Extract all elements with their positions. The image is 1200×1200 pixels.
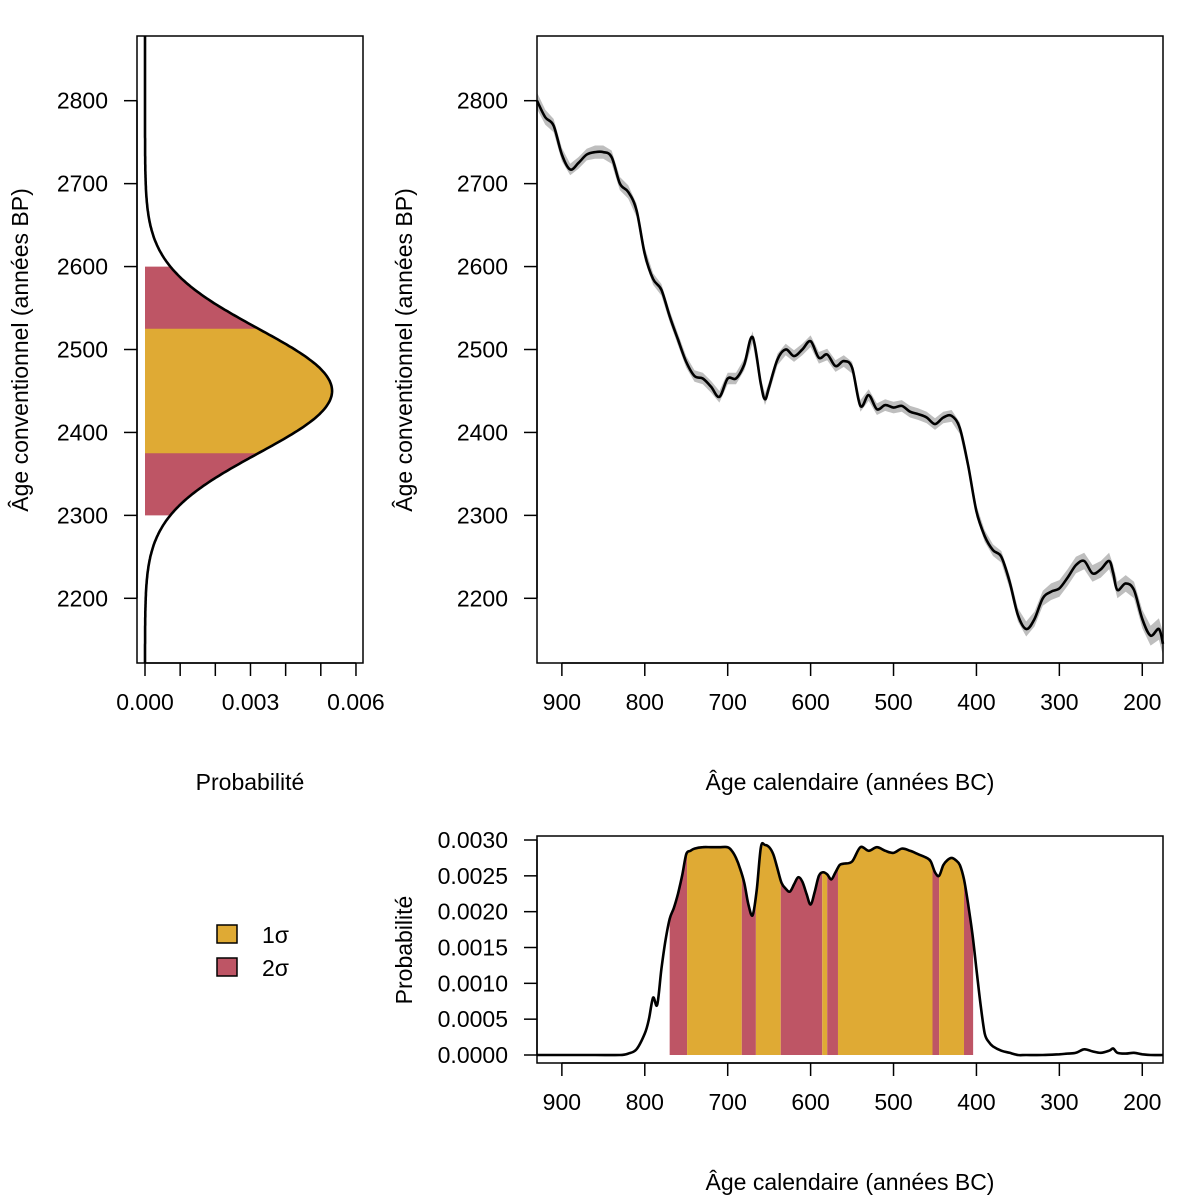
legend-label-2sigma: 2σ — [262, 955, 289, 981]
sigma-bands — [669, 843, 974, 1055]
curve-uncertainty-band — [537, 92, 1163, 656]
x-axis: 900 800 700 600 500 400 300 200 — [543, 662, 1161, 715]
y-tick-label: 0.0025 — [438, 863, 508, 889]
calibration-curve-line — [535, 100, 1165, 645]
y-tick-label: 0.0010 — [438, 970, 508, 996]
y-axis-label: Probabilité — [391, 896, 417, 1005]
y-tick-label: 2200 — [457, 585, 508, 611]
y-tick-label: 2200 — [57, 585, 108, 611]
y-axis-label: Âge conventionnel (années BP) — [391, 188, 417, 512]
y-axis: 2200 2300 2400 2500 2600 2700 2800 — [57, 88, 138, 611]
x-tick-label: 500 — [874, 1089, 912, 1115]
sigma-band-2sigma — [932, 843, 940, 1055]
calibrated-density-panel: 900 800 700 600 500 400 300 200 0.00000.00050.0… — [391, 827, 1164, 1195]
y-tick-label: 0.0020 — [438, 899, 508, 925]
x-axis-label: Âge calendaire (années BC) — [706, 1169, 995, 1195]
x-tick-label: 400 — [957, 1089, 995, 1115]
x-tick-label: 400 — [957, 689, 995, 715]
legend-swatch-2sigma — [216, 957, 238, 977]
x-tick-label: 0.003 — [222, 689, 280, 715]
density-curve — [536, 841, 1164, 1057]
sigma-band-1sigma — [755, 843, 781, 1055]
x-tick-label: 600 — [791, 689, 829, 715]
x-tick-label: 900 — [543, 689, 581, 715]
legend: 1σ 2σ — [216, 922, 289, 981]
x-axis-label: Probabilité — [196, 769, 305, 795]
sigma-band-2sigma — [741, 843, 756, 1055]
y-tick-label: 0.0015 — [438, 935, 508, 961]
x-tick-label: 0.000 — [116, 689, 174, 715]
density-curve — [143, 36, 334, 663]
legend-label-1sigma: 1σ — [262, 922, 289, 948]
sigma-band-2sigma — [964, 843, 974, 1055]
y-tick-label: 2500 — [57, 337, 108, 363]
x-tick-label: 800 — [626, 689, 664, 715]
y-tick-label: 2700 — [57, 171, 108, 197]
sigma-band-1sigma — [145, 328, 332, 454]
x-tick-label: 600 — [791, 1089, 829, 1115]
y-tick-label: 0.0000 — [438, 1042, 508, 1068]
x-tick-label: 800 — [626, 1089, 664, 1115]
x-axis-label: Âge calendaire (années BC) — [706, 769, 995, 795]
sigma-band-2sigma — [827, 843, 838, 1055]
y-tick-label: 2700 — [457, 171, 508, 197]
x-axis: 900 800 700 600 500 400 300 200 — [543, 1062, 1161, 1115]
x-tick-label: 700 — [709, 689, 747, 715]
legend-swatch-1sigma — [216, 924, 238, 944]
sigma-band-1sigma — [822, 843, 828, 1055]
y-tick-label: 0.0030 — [438, 827, 508, 853]
sigma-band-1sigma — [837, 843, 933, 1055]
y-tick-label: 2300 — [57, 502, 108, 528]
sigma-band-1sigma — [687, 843, 742, 1055]
y-tick-label: 2800 — [57, 88, 108, 114]
x-tick-label: 700 — [709, 1089, 747, 1115]
y-tick-label: 2400 — [57, 419, 108, 445]
y-axis-label: Âge conventionnel (années BP) — [7, 188, 33, 512]
x-tick-label: 0.006 — [327, 689, 385, 715]
x-tick-label: 200 — [1123, 1089, 1161, 1115]
y-tick-label: 2400 — [457, 419, 508, 445]
x-tick-label: 500 — [874, 689, 912, 715]
x-tick-label: 900 — [543, 1089, 581, 1115]
y-axis: 2200 2300 2400 2500 2600 2700 2800 — [457, 88, 538, 611]
sigma-band-2sigma — [780, 843, 823, 1055]
y-tick-label: 2500 — [457, 337, 508, 363]
y-tick-label: 2300 — [457, 502, 508, 528]
x-tick-label: 200 — [1123, 689, 1161, 715]
y-tick-label: 0.0005 — [438, 1006, 508, 1032]
calibration-curve-panel: 900 800 700 600 500 400 300 200 2200 2300 2400 250… — [391, 35, 1165, 795]
y-tick-label: 2600 — [57, 254, 108, 280]
x-tick-label: 300 — [1040, 1089, 1078, 1115]
sigma-bands — [145, 266, 333, 516]
x-axis: 0.000 0.003 0.006 — [116, 662, 385, 715]
y-tick-label: 2600 — [457, 254, 508, 280]
sigma-band-1sigma — [939, 843, 965, 1055]
y-axis: 0.0000 0.0005 0.0010 0.0015 0.0020 0.0025 0.00… — [438, 827, 538, 1068]
measured-age-density-panel: 0.000 0.003 0.006 2200 2300 2400 2500 2600 2700… — [7, 35, 385, 795]
x-tick-label: 300 — [1040, 689, 1078, 715]
y-tick-label: 2800 — [457, 88, 508, 114]
